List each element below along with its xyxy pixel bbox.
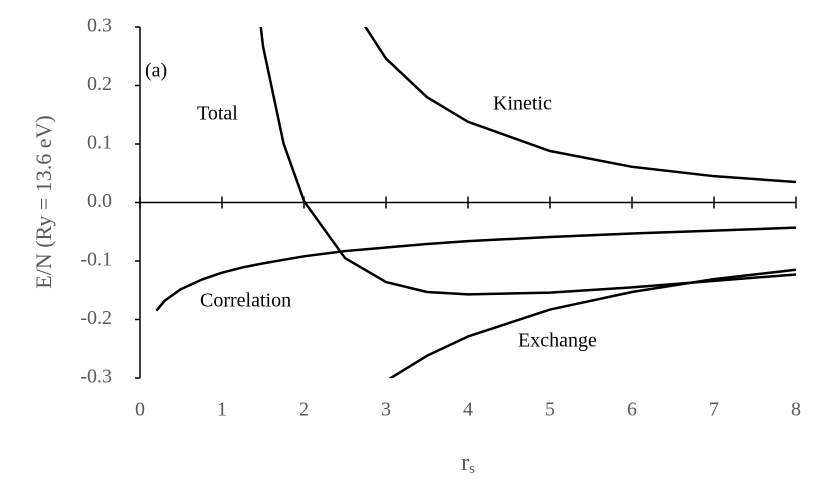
series-line [155, 226, 796, 312]
y-tick-label: -0.3 [80, 366, 112, 388]
series-label: Correlation [200, 290, 291, 312]
series-line [364, 27, 796, 184]
series-label: Exchange [518, 330, 597, 352]
series-line [388, 268, 796, 378]
series-label: Total [197, 103, 238, 125]
y-tick-label: -0.1 [80, 249, 112, 271]
x-tick-label: 2 [299, 399, 309, 421]
x-label-sub: s [469, 461, 475, 477]
plot-area [155, 27, 796, 378]
x-tick-label: 4 [463, 399, 473, 421]
x-tick-label: 3 [381, 399, 391, 421]
x-tick-label: 7 [709, 399, 719, 421]
x-label-main: r [461, 450, 469, 476]
y-tick-label: 0.3 [87, 15, 112, 37]
y-tick-label: 0.1 [87, 132, 112, 154]
series-label: Kinetic [493, 93, 552, 115]
y-axis-label: E/N (Ry = 13.6 eV) [31, 115, 56, 288]
x-tick-label: 5 [545, 399, 555, 421]
x-tick-label: 8 [791, 399, 801, 421]
x-axis-label: rs [461, 450, 475, 478]
y-tick-label: 0.0 [87, 190, 112, 212]
y-tick-label: 0.2 [87, 73, 112, 95]
x-tick-label: 6 [627, 399, 637, 421]
y-tick-label: -0.2 [80, 307, 112, 329]
panel-label: (a) [145, 60, 167, 82]
series-line [259, 27, 796, 296]
x-tick-label: 1 [217, 399, 227, 421]
x-tick-label: 0 [135, 399, 145, 421]
